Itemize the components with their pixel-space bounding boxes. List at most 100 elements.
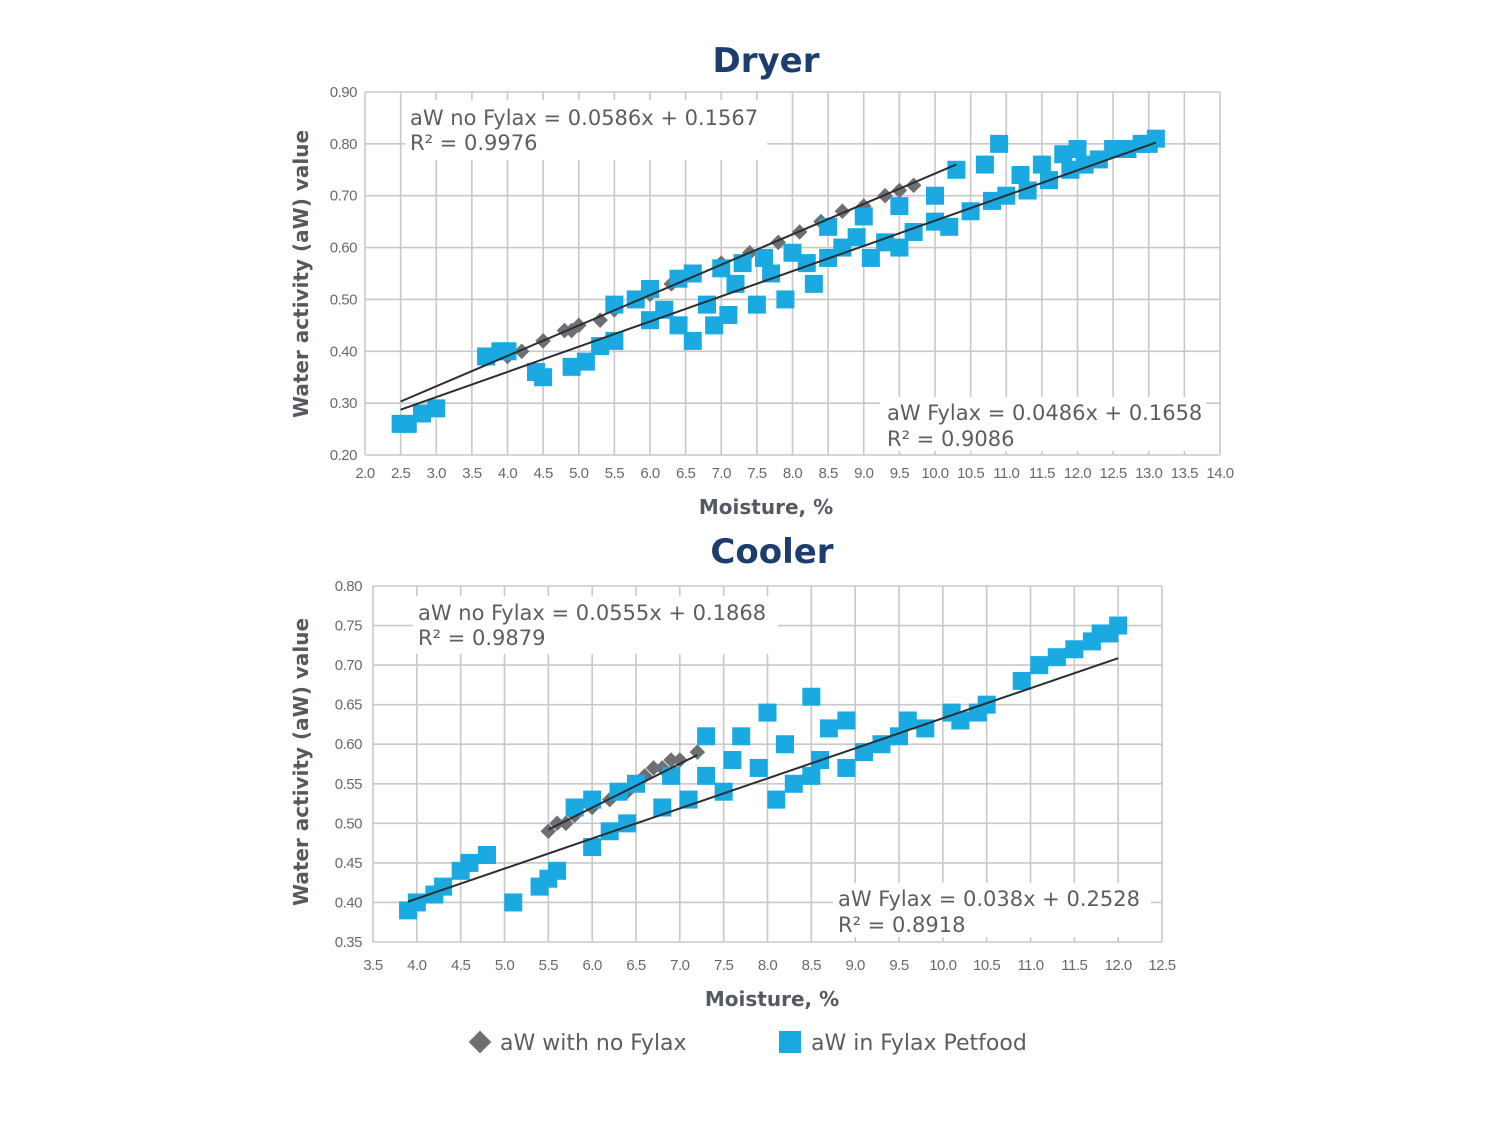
dryer-chart: Dryer Moisture, % Water activity (aW) va… xyxy=(289,41,1234,519)
data-point-fylax xyxy=(398,414,417,433)
x-tick-label: 6.0 xyxy=(582,957,602,974)
y-tick-label: 0.40 xyxy=(330,343,357,360)
data-point-fylax xyxy=(733,254,752,273)
x-tick-label: 7.0 xyxy=(712,465,732,482)
x-tick-label: 14.0 xyxy=(1206,465,1233,482)
data-point-fylax xyxy=(890,238,909,257)
y-tick-label: 0.90 xyxy=(330,84,357,101)
data-point-fylax xyxy=(762,264,781,283)
data-point-fylax xyxy=(837,758,856,777)
annotation-background xyxy=(413,596,778,654)
legend-label-no-fylax: aW with no Fylax xyxy=(500,1031,687,1056)
data-point-fylax xyxy=(477,845,496,864)
x-axis-label: Moisture, % xyxy=(705,987,839,1011)
data-point-fylax xyxy=(600,822,619,841)
data-point-fylax xyxy=(767,790,786,809)
data-point-fylax xyxy=(583,838,602,857)
data-point-fylax xyxy=(669,316,688,335)
data-point-fylax xyxy=(1032,155,1051,174)
legend: aW with no Fylax aW in Fylax Petfood xyxy=(468,1030,1027,1056)
data-point-fylax xyxy=(1012,671,1031,690)
equation-fylax: aW Fylax = 0.038x + 0.2528 xyxy=(838,887,1140,911)
data-point-fylax xyxy=(747,295,766,314)
data-point-fylax xyxy=(719,305,738,324)
x-tick-label: 10.0 xyxy=(921,465,948,482)
data-point-fylax xyxy=(1068,140,1087,159)
legend-label-fylax: aW in Fylax Petfood xyxy=(811,1031,1027,1056)
equation-no-fylax: aW no Fylax = 0.0586x + 0.1567 xyxy=(410,106,758,130)
data-point-fylax xyxy=(749,758,768,777)
y-axis-label: Water activity (aW) value xyxy=(289,618,313,906)
data-point-fylax xyxy=(714,782,733,801)
data-point-fylax xyxy=(783,243,802,262)
data-point-fylax xyxy=(802,766,821,785)
x-tick-label: 11.0 xyxy=(1017,957,1043,974)
x-tick-label: 8.0 xyxy=(758,957,778,974)
data-point-fylax xyxy=(837,711,856,730)
trendline xyxy=(407,657,1119,903)
x-tick-label: 11.5 xyxy=(1029,465,1055,482)
x-tick-label: 7.0 xyxy=(670,957,690,974)
x-tick-label: 11.0 xyxy=(993,465,1019,482)
x-tick-label: 8.0 xyxy=(783,465,803,482)
y-tick-label: 0.55 xyxy=(335,776,362,793)
x-tick-label: 5.0 xyxy=(569,465,589,482)
annotation-background xyxy=(880,397,1206,451)
data-point-fylax xyxy=(776,735,795,754)
x-tick-label: 3.0 xyxy=(427,465,447,482)
x-tick-label: 11.5 xyxy=(1061,957,1087,974)
r-squared-fylax: R² = 0.8918 xyxy=(838,913,965,937)
data-point-fylax xyxy=(876,233,895,252)
data-point-fylax xyxy=(776,290,795,309)
data-point-fylax xyxy=(1011,165,1030,184)
data-point-fylax xyxy=(1054,145,1073,164)
y-tick-label: 0.35 xyxy=(335,934,362,951)
data-point-fylax xyxy=(683,331,702,350)
data-point-fylax xyxy=(898,711,917,730)
equation-no-fylax: aW no Fylax = 0.0555x + 0.1868 xyxy=(418,601,766,625)
data-point-fylax xyxy=(847,228,866,247)
x-tick-label: 13.5 xyxy=(1171,465,1198,482)
x-tick-label: 7.5 xyxy=(747,465,767,482)
x-tick-label: 4.0 xyxy=(407,957,427,974)
y-tick-label: 0.50 xyxy=(330,291,357,308)
r-squared-fylax: R² = 0.9086 xyxy=(887,427,1014,451)
x-tick-labels: 3.5 4.0 4.5 5.0 5.5 6.0 6.5 7.0 7.5 8.0 8.5 9.0 9.5 1… xyxy=(363,957,1176,974)
chart-title: Dryer xyxy=(713,41,820,81)
x-tick-label: 6.0 xyxy=(640,465,660,482)
equation-fylax: aW Fylax = 0.0486x + 0.1658 xyxy=(887,401,1202,425)
x-tick-label: 9.5 xyxy=(889,957,909,974)
chart-title: Cooler xyxy=(710,532,833,572)
data-point-fylax xyxy=(758,703,777,722)
y-tick-label: 0.80 xyxy=(330,136,357,153)
data-point-fylax xyxy=(460,853,479,872)
data-point-fylax xyxy=(662,766,681,785)
x-tick-label: 9.0 xyxy=(854,465,874,482)
y-tick-labels: 0.35 0.40 0.45 0.50 0.55 0.60 0.65 0.70 0.75 0.80 xyxy=(335,578,363,951)
y-tick-label: 0.45 xyxy=(335,855,362,872)
data-point-fylax xyxy=(697,727,716,746)
x-tick-label: 12.0 xyxy=(1064,465,1091,482)
data-point-fylax xyxy=(413,404,431,423)
data-point-fylax xyxy=(819,719,838,738)
cooler-chart: Cooler Moisture, % Water activity (aW) v… xyxy=(289,532,1176,1011)
data-point-fylax xyxy=(890,197,909,216)
data-point-fylax xyxy=(562,357,581,376)
data-point-fylax xyxy=(627,774,645,793)
data-point-fylax xyxy=(583,790,602,809)
data-point-fylax xyxy=(802,687,821,706)
data-point-fylax xyxy=(916,719,935,738)
x-tick-labels: 2.0 2.5 3.0 3.5 4.0 4.5 5.0 5.5 6.0 6.5 7.0 7.5 8.0 8… xyxy=(355,465,1234,482)
x-tick-label: 10.5 xyxy=(957,465,984,482)
trendlines xyxy=(400,141,1157,411)
annotation-background xyxy=(833,883,1151,937)
data-point-fylax xyxy=(427,399,446,418)
data-point-fylax xyxy=(1047,648,1066,667)
data-point-fylax xyxy=(975,155,994,174)
x-tick-label: 7.5 xyxy=(714,957,734,974)
x-tick-label: 9.5 xyxy=(890,465,910,482)
x-tick-label: 10.0 xyxy=(929,957,956,974)
x-tick-label: 4.5 xyxy=(533,465,553,482)
trendline xyxy=(547,754,698,831)
